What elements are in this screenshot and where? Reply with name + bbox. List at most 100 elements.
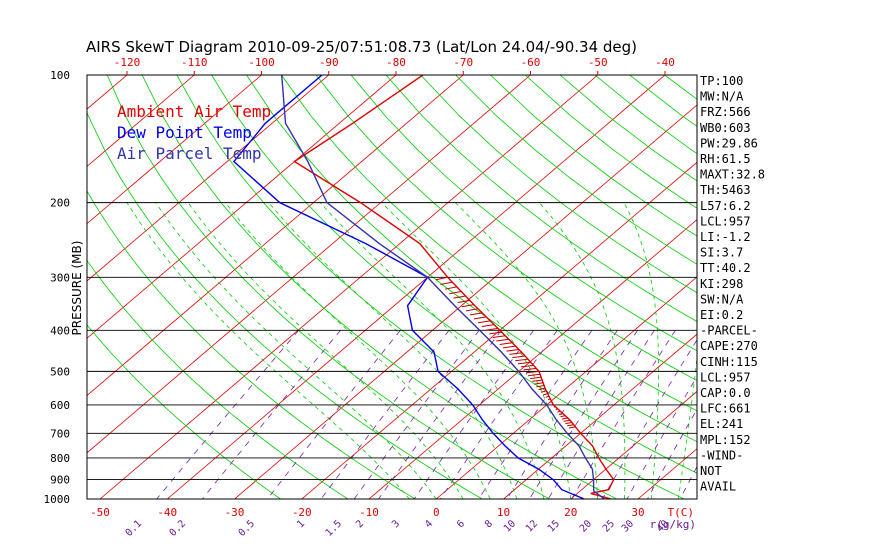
plot-area [87,75,870,508]
dry-adiabat-line [385,75,697,322]
isotherm-line [87,75,262,225]
mixing-ratio-tick-label: 0.1 [124,518,145,539]
index-value: L57:6.2 [700,199,751,213]
mixing-ratio-tick-label: 1.5 [324,518,345,539]
bottom-temp-tick-label: 30 [631,506,644,519]
pressure-tick-label: 1000 [44,493,71,506]
series-line-air-parcel-temp [281,75,605,499]
series-line-dew-point-temp [232,75,585,499]
top-temp-tick-label: -120 [114,56,141,69]
mixing-ratio-line [547,330,655,499]
index-value: WB0:603 [700,121,751,135]
mixing-ratio-tick-label: 12 [524,518,540,534]
isotherm-line [840,75,870,499]
cape-hatch [530,376,542,380]
cape-hatch [560,415,566,418]
dry-adiabat-line [315,75,697,381]
dry-adiabat-line [87,190,416,499]
index-value: TP:100 [700,74,743,88]
series-line-ambient-air-temp [293,75,615,499]
mixing-ratio-tick-label: 1 [295,518,307,530]
cape-hatch [517,361,531,365]
cape-hatch [523,367,537,371]
index-value: KI:298 [700,277,743,291]
plot-frame [86,74,698,500]
cape-hatch [461,304,474,308]
moist-adiabat-line [319,202,545,499]
mixing-ratio-line [353,330,480,499]
mixing-ratio-line [413,330,534,499]
cape-hatch [536,385,545,388]
isotherm-line [87,75,195,167]
cape-hatch [465,308,479,312]
moist-adiabat-line [678,353,697,499]
cape-hatch [515,358,529,362]
pressure-tick-label: 200 [50,197,70,210]
moist-adiabat-line [225,202,491,499]
mixing-ratio-line [528,330,638,499]
isotherm-line [503,333,697,499]
cape-hatch [512,355,526,359]
pressure-tick-label: 500 [50,365,70,378]
top-temp-tick-label: -90 [319,56,339,69]
index-value: CINH:115 [700,355,758,369]
pressure-tick-label: 300 [50,271,70,284]
isotherm-line [87,75,397,339]
index-value: MW:N/A [700,90,744,104]
cape-hatch [528,373,541,377]
bottom-temp-tick-label: 0 [433,506,440,519]
cape-hatch [492,335,506,338]
bottom-temp-tick-label: -50 [90,506,110,519]
dry-adiabat-line [176,75,686,499]
mixing-ratio-tick-label: 25 [601,518,617,534]
mixing-ratio-line [626,375,697,499]
mixing-ratio-tick-label: 6 [455,518,467,530]
cape-hatch [440,281,453,286]
mixing-ratio-tick-label: 8 [483,518,495,530]
pressure-tick-label: 400 [50,324,70,337]
bottom-temp-tick-label: 20 [564,506,577,519]
index-value: MPL:152 [700,433,751,447]
index-value: SW:N/A [700,292,744,306]
index-value: CAP:0.0 [700,386,751,400]
top-temp-tick-label: -110 [181,56,208,69]
dry-adiabat-line [769,75,870,508]
mixing-ratio-tick-label: 4 [423,518,435,530]
cape-hatch [534,382,544,385]
mixing-ratio-tick-label: 3 [390,518,402,530]
cape-hatch [563,419,571,422]
index-value: LFC:661 [700,402,751,416]
dry-adiabat-line [420,75,697,294]
cape-hatch [525,370,540,374]
top-temp-tick-label: -100 [248,56,275,69]
isotherm-line [773,75,870,499]
index-value: -PARCEL- [700,324,758,338]
legend-entry: Ambient Air Temp [117,102,271,121]
bottom-temp-tick-label: 10 [497,506,510,519]
legend: Ambient Air Temp Dew Point Temp Air Parcel… [117,102,271,163]
dry-adiabat-line [246,75,697,443]
cape-hatch [520,364,534,368]
cape-hatch [444,286,457,290]
index-value: LCL:957 [700,370,751,384]
pressure-tick-label: 800 [50,452,70,465]
dry-adiabat-line [211,75,697,474]
cape-hatch [469,312,483,316]
mixing-ratio-line [647,408,697,499]
dry-adiabat-line [87,324,282,499]
isotherm-line [301,161,697,499]
mixing-ratio-line [478,330,593,499]
cape-hatch [435,276,448,281]
moist-adiabat-line [126,202,410,499]
top-temp-tick-label: -60 [521,56,541,69]
top-temp-tick-label: -50 [588,56,608,69]
isotherm-line [87,75,531,454]
pressure-tick-label: 100 [50,69,70,82]
mixing-ratio-tick-label: 30 [620,518,636,534]
cape-hatch [503,345,516,349]
cape-hatch [540,390,547,393]
moist-adiabat-line [155,202,437,499]
moist-adiabat-line [268,202,518,499]
dry-adiabat-line [87,111,484,499]
